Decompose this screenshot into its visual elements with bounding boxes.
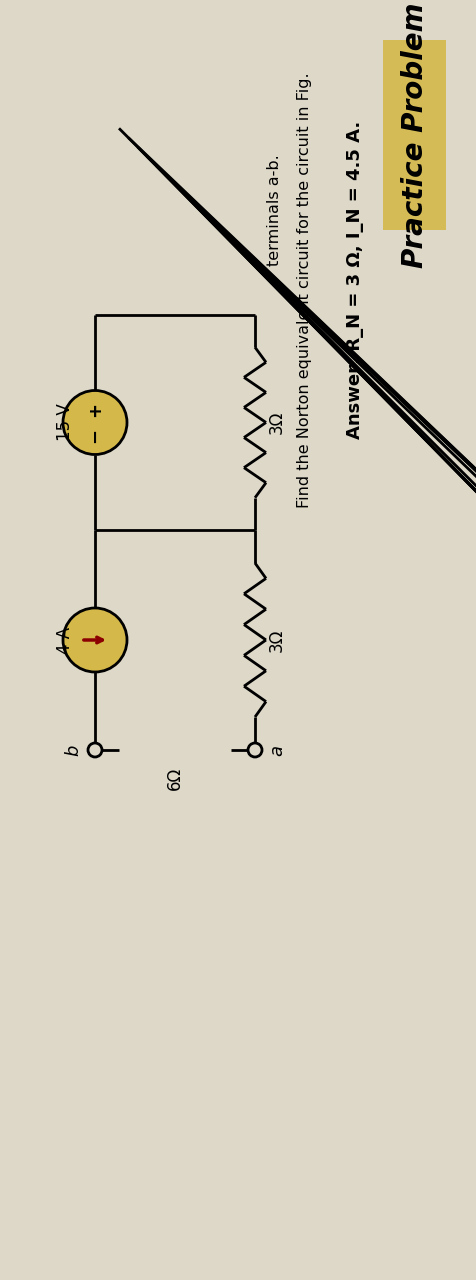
Text: Practice Problem: Practice Problem <box>400 3 428 268</box>
Text: 4 A: 4 A <box>56 626 74 654</box>
Circle shape <box>63 608 127 672</box>
Text: 6Ω: 6Ω <box>166 767 184 790</box>
Text: 3Ω: 3Ω <box>268 628 286 652</box>
Text: 3Ω: 3Ω <box>268 411 286 434</box>
Text: −: − <box>86 428 104 443</box>
Circle shape <box>248 742 261 756</box>
Text: b: b <box>64 744 82 755</box>
Text: +: + <box>86 402 104 417</box>
Text: Answer: R_N = 3 Ω, I_N = 4.5 A.: Answer: R_N = 3 Ω, I_N = 4.5 A. <box>345 120 363 439</box>
Text: Find the Norton equivalent circuit for the circuit in Fig.: Find the Norton equivalent circuit for t… <box>297 72 312 508</box>
Circle shape <box>63 390 127 454</box>
Text: 15 V: 15 V <box>56 403 74 442</box>
Bar <box>382 40 445 230</box>
Text: terminals a-b.: terminals a-b. <box>267 154 282 266</box>
Circle shape <box>88 742 102 756</box>
Text: a: a <box>268 745 286 755</box>
